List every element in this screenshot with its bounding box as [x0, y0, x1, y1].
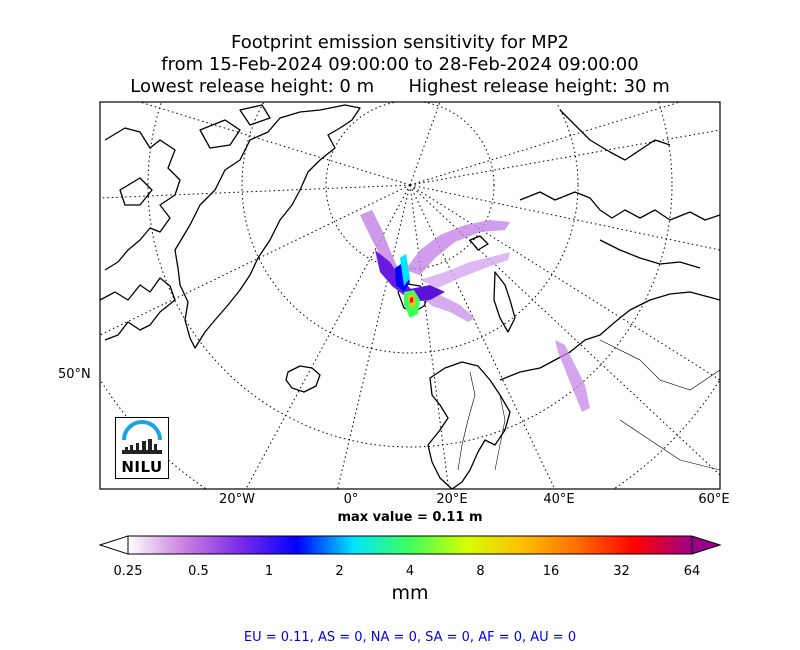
colorbar-tick-label: 0.5 — [188, 564, 209, 579]
highest-release-height: Highest release height: 30 m — [408, 76, 670, 97]
border-finland-russia — [494, 394, 506, 471]
meridian-20w — [245, 184, 411, 489]
russia-coast — [499, 291, 720, 381]
colorbar-tick-label: 2 — [335, 564, 344, 579]
plume-light-south — [425, 295, 475, 322]
scandinavia-coast — [427, 361, 511, 489]
lat-circle-70 — [241, 102, 579, 354]
canada-coast — [100, 277, 176, 341]
meridian-100e — [409, 184, 720, 251]
lon-label-40e: 40°E — [543, 492, 575, 507]
colorbar — [98, 535, 722, 555]
map-frame — [99, 101, 721, 490]
title-line-1: Footprint emission sensitivity for MP2 — [230, 32, 569, 53]
colorbar-tick-label: 8 — [476, 564, 485, 579]
meridian-80w — [139, 102, 411, 186]
border-russia-south — [619, 419, 720, 471]
colorbar-high-extension — [691, 535, 722, 555]
svalbard-coast — [397, 283, 429, 313]
colorbar-tick-label: 32 — [613, 564, 630, 579]
island-coast-1 — [119, 177, 153, 206]
footprint-plume — [360, 210, 590, 412]
colorbar-unit: mm — [391, 582, 429, 604]
meridian-60e — [409, 184, 720, 476]
greenland-coast — [174, 104, 361, 349]
plume-light-east — [420, 252, 510, 288]
meridian-20e — [409, 184, 450, 489]
meridian-120e — [409, 129, 720, 186]
colorbar-tick-label: 16 — [542, 564, 560, 579]
nilu-logo-text: NILU — [121, 458, 163, 476]
colorbar-tick-label: 4 — [405, 564, 415, 579]
taymyr-coast — [599, 239, 701, 269]
laptev-coast — [559, 109, 671, 161]
lat-circle-60 — [147, 102, 673, 448]
colorbar-tick-label: 1 — [264, 564, 274, 579]
arctic-archipelago-coast — [104, 127, 181, 271]
nilu-logo-graphic — [122, 420, 162, 454]
colorbar-fill — [128, 536, 692, 554]
plume-light-west — [360, 210, 402, 282]
iceland-coast — [285, 365, 321, 393]
colorbar-low-extension — [98, 535, 129, 555]
novaya-zemlya-coast — [493, 271, 516, 333]
meridian-40e — [409, 184, 556, 489]
border-norway-sweden — [457, 371, 476, 471]
meridian-40w — [100, 184, 411, 336]
meridian-160e — [409, 102, 441, 186]
meridian-140e — [409, 102, 681, 186]
lon-label-20e: 20°E — [436, 492, 468, 507]
franz-josef-coast — [469, 235, 489, 251]
plume-light-northeast — [405, 220, 510, 275]
plume-light-ural — [555, 340, 590, 412]
max-value-label: max value = 0.11 m — [337, 510, 483, 525]
lon-label-60e: 60°E — [698, 492, 730, 507]
colorbar-tick-label: 0.25 — [113, 564, 143, 579]
plume-cyan-core — [400, 254, 410, 286]
lowest-release-height: Lowest release height: 0 m — [130, 76, 375, 97]
title-line-3: Lowest release height: 0 m Highest relea… — [0, 76, 800, 98]
colorbar-border — [127, 535, 693, 555]
border-russia-interior — [599, 339, 720, 391]
lon-label-20w: 20°W — [219, 492, 255, 507]
colorbar-tick-label: 64 — [683, 564, 701, 579]
island-coast-3 — [239, 104, 271, 126]
country-borders — [457, 339, 720, 471]
lon-label-0: 0° — [343, 492, 359, 507]
lat-label-50n: 50°N — [58, 367, 91, 382]
region-totals-footer: EU = 0.11, AS = 0, NA = 0, SA = 0, AF = … — [243, 630, 577, 645]
coastlines — [100, 104, 720, 489]
plume-red-core — [410, 297, 413, 303]
nilu-logo: NILU — [115, 417, 169, 479]
island-coast-2 — [199, 119, 241, 149]
siberia-coast — [519, 191, 720, 221]
title-line-2: from 15-Feb-2024 09:00:00 to 28-Feb-2024… — [161, 54, 639, 75]
meridians — [100, 102, 720, 489]
